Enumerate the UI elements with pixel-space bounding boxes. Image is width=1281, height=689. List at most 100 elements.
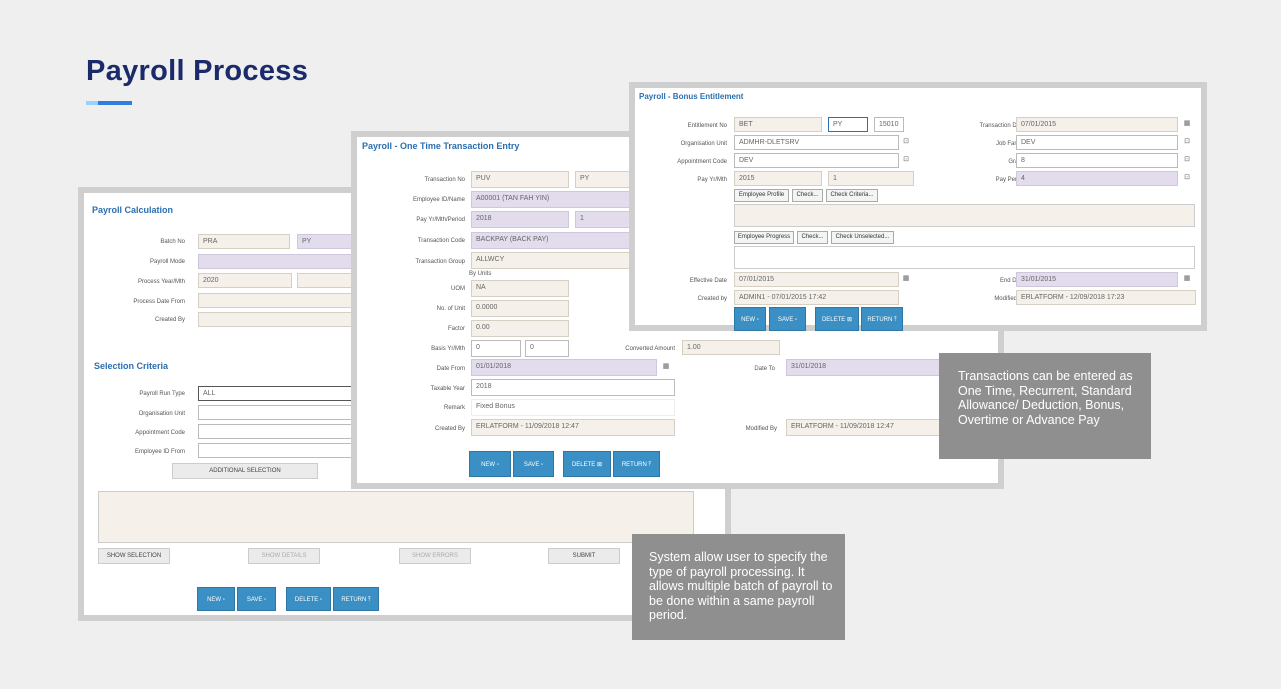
save-button[interactable]: SAVE ▫ <box>513 451 554 477</box>
remark-label: Remark <box>443 405 465 411</box>
run-type-label: Payroll Run Type <box>139 391 185 397</box>
save-button[interactable]: SAVE ▫ <box>237 587 276 611</box>
process-month-field[interactable] <box>297 273 357 288</box>
grade-field[interactable]: 8 <box>1016 153 1178 168</box>
check-button[interactable]: Check... <box>797 231 828 244</box>
selection-criteria-heading: Selection Criteria <box>94 361 169 371</box>
check-unselected-button[interactable]: Check Unselected... <box>831 231 894 244</box>
payroll-mode-field[interactable] <box>198 254 357 269</box>
delete-button[interactable]: DELETE ⊠ <box>815 307 859 331</box>
calendar-icon[interactable]: ▦ <box>1183 275 1191 282</box>
pay-month-field[interactable]: 1 <box>828 171 914 186</box>
created-by-field: ERLATFORM - 11/09/2018 12:47 <box>471 419 675 436</box>
calendar-icon[interactable]: ▦ <box>1183 120 1191 127</box>
date-from-label: Date From <box>436 366 465 372</box>
modified-by-label: Modified By <box>745 426 777 432</box>
modified-by-field: ERLATFORM - 11/09/2018 12:47 <box>786 419 946 436</box>
additional-selection-button[interactable]: ADDITIONAL SELECTION <box>172 463 318 479</box>
basis-label: Basis Yr/Mth <box>431 346 465 352</box>
transaction-no-field[interactable]: PUV <box>471 171 569 188</box>
panel-title: Payroll Calculation <box>92 205 174 215</box>
transaction-no-type-field[interactable]: PY <box>575 171 639 188</box>
batch-no-type-field[interactable]: PY <box>297 234 357 249</box>
return-button[interactable]: RETURN ⤒ <box>333 587 379 611</box>
transaction-code-field[interactable]: BACKPAY (BACK PAY) <box>471 232 639 249</box>
selection-output-area[interactable] <box>98 491 694 543</box>
lookup-icon[interactable]: ⊡ <box>903 138 909 145</box>
check-criteria-button[interactable]: Check Criteria... <box>826 189 878 202</box>
new-button[interactable]: NEW ▫ <box>734 307 766 331</box>
page-title: Payroll Process <box>86 55 309 87</box>
factor-field[interactable]: 0.00 <box>471 320 569 337</box>
transaction-code-label: Transaction Code <box>417 238 465 244</box>
batch-no-label: Batch No <box>160 239 185 245</box>
date-to-field[interactable]: 31/01/2018 <box>786 359 946 376</box>
delete-button[interactable]: DELETE ⊠ <box>563 451 611 477</box>
return-button[interactable]: RETURN ⤒ <box>613 451 660 477</box>
employee-text-area[interactable] <box>734 246 1195 269</box>
employee-id-from-field[interactable] <box>198 443 357 458</box>
factor-label: Factor <box>447 326 465 332</box>
return-button[interactable]: RETURN ⤒ <box>861 307 903 331</box>
panel-title: Payroll - Bonus Entitlement <box>639 92 744 101</box>
uom-label: UOM <box>451 286 465 292</box>
taxable-year-field[interactable]: 2018 <box>471 379 675 396</box>
appointment-code-label: Appointment Code <box>677 159 727 165</box>
transaction-date-field[interactable]: 07/01/2015 <box>1016 117 1178 132</box>
date-from-field[interactable]: 01/01/2018 <box>471 359 657 376</box>
basis-year-field[interactable]: 0 <box>471 340 521 357</box>
employee-profile-button[interactable]: Employee Profile <box>734 189 789 202</box>
created-by-label: Created By <box>154 317 185 323</box>
pay-year-field[interactable]: 2015 <box>734 171 822 186</box>
show-errors-button[interactable]: SHOW ERRORS <box>399 548 471 564</box>
taxable-year-label: Taxable Year <box>430 386 465 392</box>
lookup-icon[interactable]: ⊡ <box>903 156 909 163</box>
check-button[interactable]: Check... <box>792 189 823 202</box>
no-of-unit-label: No. of Unit <box>436 306 465 312</box>
org-unit-field[interactable] <box>198 405 357 420</box>
lookup-icon[interactable]: ⊡ <box>1184 174 1190 181</box>
calendar-icon[interactable]: ▦ <box>902 275 910 282</box>
pay-period-label: Pay Yr/Mth/Period <box>416 217 465 223</box>
appointment-code-field[interactable] <box>198 424 357 439</box>
run-type-field[interactable]: ALL <box>198 386 357 401</box>
pay-year-month-label: Pay Yr/Mth <box>697 177 727 183</box>
save-button[interactable]: SAVE ▫ <box>769 307 806 331</box>
show-selection-button[interactable]: SHOW SELECTION <box>98 548 170 564</box>
no-of-unit-field[interactable]: 0.0000 <box>471 300 569 317</box>
org-unit-field[interactable]: ADMHR-DLETSRV <box>734 135 899 150</box>
delete-button[interactable]: DELETE ▫ <box>286 587 331 611</box>
pay-period-field[interactable]: 4 <box>1016 171 1178 186</box>
end-date-field[interactable]: 31/01/2015 <box>1016 272 1178 287</box>
batch-no-field[interactable]: PRA <box>198 234 290 249</box>
employee-field[interactable]: A00001 (TAN FAH YIN) <box>471 191 639 208</box>
entitlement-number-field[interactable]: 15010 <box>874 117 904 132</box>
appointment-code-field[interactable]: DEV <box>734 153 899 168</box>
job-family-field[interactable]: DEV <box>1016 135 1178 150</box>
process-date-from-field[interactable] <box>198 293 357 308</box>
lookup-icon[interactable]: ⊡ <box>1184 156 1190 163</box>
entitlement-type-field[interactable]: PY <box>828 117 868 132</box>
entitlement-prefix-field[interactable]: BET <box>734 117 822 132</box>
modified-by-label: Modified by <box>994 296 1025 302</box>
basis-month-field[interactable]: 0 <box>525 340 569 357</box>
transaction-group-field[interactable]: ALLWCY <box>471 252 639 269</box>
show-details-button[interactable]: SHOW DETAILS <box>248 548 320 564</box>
uom-field[interactable]: NA <box>471 280 569 297</box>
submit-button[interactable]: SUBMIT <box>548 548 620 564</box>
new-button[interactable]: NEW ▫ <box>469 451 511 477</box>
payroll-mode-label: Payroll Mode <box>149 259 185 265</box>
transaction-group-label: Transaction Group <box>415 259 465 265</box>
created-by-label: Created by <box>697 296 727 302</box>
pay-year-field[interactable]: 2018 <box>471 211 569 228</box>
effective-date-field[interactable]: 07/01/2015 <box>734 272 899 287</box>
calendar-icon[interactable]: ▦ <box>662 363 670 370</box>
remark-field[interactable]: Fixed Bonus <box>471 399 675 416</box>
new-button[interactable]: NEW ▫ <box>197 587 235 611</box>
lookup-icon[interactable]: ⊡ <box>1184 138 1190 145</box>
employee-progress-button[interactable]: Employee Progress <box>734 231 794 244</box>
criteria-text-area[interactable] <box>734 204 1195 227</box>
bonus-entitlement-panel: Payroll - Bonus Entitlement Entitlement … <box>629 82 1207 331</box>
process-year-field[interactable]: 2020 <box>198 273 292 288</box>
job-family-label: Job Family <box>995 141 1025 147</box>
